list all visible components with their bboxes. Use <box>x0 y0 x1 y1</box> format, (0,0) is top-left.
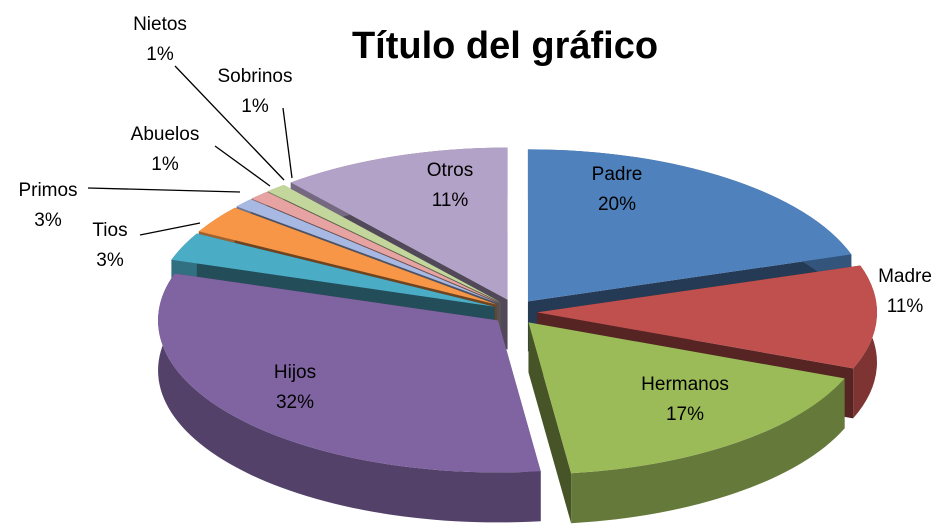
label-value: 3% <box>96 250 124 271</box>
slice <box>158 273 541 473</box>
slice-side <box>571 378 845 524</box>
leader-line <box>174 65 285 181</box>
slice <box>527 149 852 302</box>
data-label: Madre 11% <box>878 266 932 317</box>
label-value: 17% <box>666 404 704 425</box>
slice <box>290 147 508 300</box>
label-value: 20% <box>598 194 636 215</box>
label-name: Otros <box>427 160 473 181</box>
chart-title: Título del gráfico <box>352 25 658 67</box>
slice <box>236 199 499 304</box>
label-value: 32% <box>276 392 314 413</box>
label-value: 11% <box>887 296 924 317</box>
data-label: Tios 3% <box>92 220 127 271</box>
label-name: Primos <box>18 180 77 201</box>
label-name: Hijos <box>274 362 316 383</box>
slice-tops <box>158 147 877 474</box>
leader-line <box>282 107 293 179</box>
label-name: Nietos <box>133 14 187 35</box>
leader-line <box>139 222 201 236</box>
label-value: 11% <box>432 190 469 211</box>
label-name: Madre <box>878 266 932 287</box>
leader-line <box>214 145 271 187</box>
label-value: 1% <box>151 154 179 175</box>
leader-line <box>87 187 241 193</box>
label-name: Padre <box>592 164 643 185</box>
label-name: Abuelos <box>131 124 200 145</box>
label-value: 1% <box>146 44 174 65</box>
data-label: Primos 3% <box>18 180 77 231</box>
data-label: Hijos 32% <box>274 362 316 413</box>
label-name: Tios <box>92 220 127 241</box>
data-label: Sobrinos 1% <box>218 66 293 117</box>
label-name: Sobrinos <box>218 66 293 87</box>
label-value: 3% <box>34 210 62 231</box>
slice <box>198 207 497 305</box>
slice <box>536 265 877 369</box>
data-label: Abuelos 1% <box>131 124 200 175</box>
slice <box>171 233 495 307</box>
data-label: Nietos 1% <box>133 14 187 65</box>
slice <box>267 184 501 303</box>
data-label: Hermanos 17% <box>641 374 729 425</box>
slice <box>251 191 500 303</box>
label-value: 1% <box>241 96 269 117</box>
label-name: Hermanos <box>641 374 729 395</box>
data-label: Padre 20% <box>592 164 643 215</box>
slice-side <box>158 273 541 523</box>
data-label: Otros 11% <box>427 160 473 211</box>
slice <box>528 322 845 474</box>
slice-wall <box>528 322 572 524</box>
